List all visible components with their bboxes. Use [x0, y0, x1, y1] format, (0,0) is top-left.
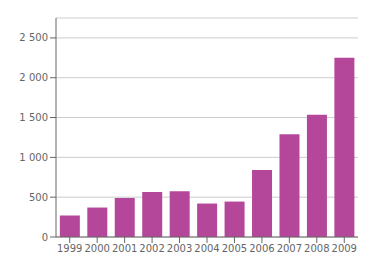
- svg-text:2001: 2001: [112, 243, 137, 254]
- svg-text:2007: 2007: [277, 243, 302, 254]
- svg-text:2009: 2009: [332, 243, 357, 254]
- svg-text:0: 0: [42, 232, 48, 243]
- svg-text:2003: 2003: [167, 243, 192, 254]
- svg-text:2006: 2006: [249, 243, 274, 254]
- svg-text:2002: 2002: [139, 243, 164, 254]
- svg-text:2004: 2004: [194, 243, 219, 254]
- svg-text:1 500: 1 500: [19, 112, 48, 123]
- svg-text:1 000: 1 000: [19, 152, 48, 163]
- svg-text:2000: 2000: [84, 243, 109, 254]
- svg-text:500: 500: [29, 192, 48, 203]
- svg-text:2 000: 2 000: [19, 72, 48, 83]
- svg-text:2005: 2005: [222, 243, 247, 254]
- svg-text:2008: 2008: [304, 243, 329, 254]
- svg-text:1999: 1999: [57, 243, 82, 254]
- svg-text:2 500: 2 500: [19, 32, 48, 43]
